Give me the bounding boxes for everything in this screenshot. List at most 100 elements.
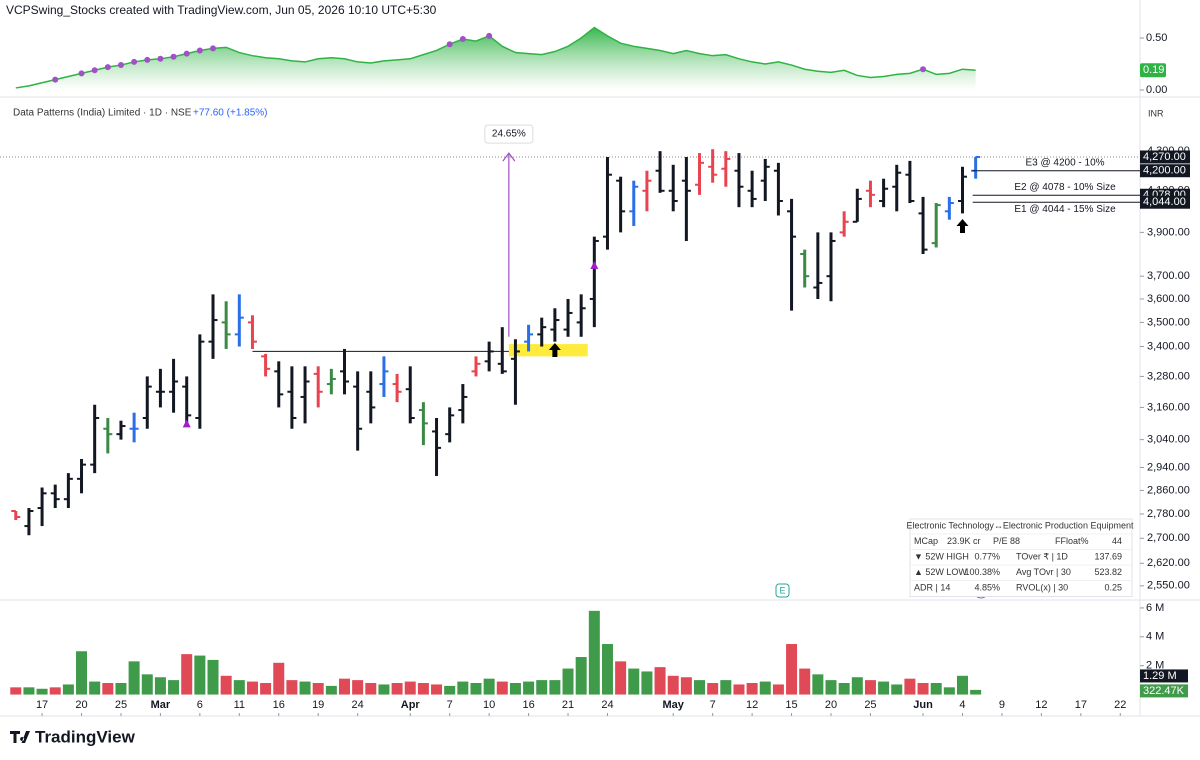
ohlc-bar	[616, 176, 626, 233]
ohlc-bar	[129, 412, 139, 443]
x-tick-label: 15	[785, 699, 797, 711]
price-box-label: 4,200.00	[1143, 165, 1186, 177]
logo-icon	[10, 731, 30, 743]
volume-bar	[667, 675, 679, 695]
x-tick-label: 24	[601, 699, 613, 711]
x-tick-label: 17	[36, 699, 48, 711]
y-tick-label: 4 M	[1146, 631, 1164, 643]
ohlc-bar	[576, 294, 586, 337]
ohlc-bar	[655, 151, 665, 193]
entry-arrow	[956, 219, 969, 234]
y-tick-label: 3,900.00	[1147, 226, 1190, 238]
signal-dot	[210, 45, 217, 52]
measure-label: 24.65%	[492, 129, 526, 140]
ohlc-bar	[905, 160, 915, 204]
x-tick-label: 12	[746, 699, 758, 711]
x-tick-label: 10	[483, 699, 495, 711]
ohlc-bar	[524, 324, 534, 352]
y-tick-label: 0.50	[1146, 32, 1167, 44]
y-tick-label: 6 M	[1146, 602, 1164, 614]
volume-bar	[10, 687, 22, 695]
ohlc-bar	[261, 353, 271, 377]
ohlc-bar	[734, 153, 744, 208]
volume-bar	[260, 683, 272, 695]
ohlc-bar	[432, 418, 442, 476]
volume-bar	[378, 684, 390, 695]
measure-box	[484, 124, 534, 144]
price-box-label: 4,044.00	[1143, 196, 1186, 208]
ohlc-bar	[11, 510, 21, 521]
x-tick-label: 16	[522, 699, 534, 711]
signal-dot	[91, 67, 98, 74]
ohlc-bar	[90, 404, 100, 474]
entry-label: E2 @ 4078 - 10% Size	[1014, 182, 1116, 193]
volume-bar	[23, 687, 35, 695]
ohlc-bar	[971, 155, 981, 179]
ohlc-bar	[300, 366, 310, 424]
volume-bar	[457, 681, 469, 695]
table-cell: 88	[1010, 536, 1020, 546]
ohlc-bar	[418, 402, 428, 446]
x-tick-label: 25	[864, 699, 876, 711]
table-cell: 0.77%	[974, 551, 1000, 561]
table-cell: 44	[1112, 536, 1122, 546]
y-tick-label: 3,700.00	[1147, 270, 1190, 282]
volume-bar	[233, 680, 245, 695]
signal-dot	[170, 53, 177, 60]
volume-bar	[536, 680, 548, 695]
ohlc-bar	[392, 373, 402, 403]
table-cell: 23.9K cr	[947, 536, 981, 546]
volume-bar	[299, 681, 311, 695]
ohlc-bar	[589, 236, 599, 328]
volume-bar	[759, 681, 771, 695]
volume-bar	[220, 675, 232, 695]
x-tick-label: 17	[1075, 699, 1087, 711]
signal-dot	[104, 64, 111, 71]
ohlc-bar	[379, 356, 389, 397]
ohlc-bar	[773, 162, 783, 216]
ohlc-bar	[892, 164, 902, 212]
ohlc-bar	[353, 371, 363, 451]
price-box	[1140, 164, 1190, 178]
volume-bar	[62, 684, 74, 695]
volume-bar	[391, 683, 403, 695]
ohlc-bar	[865, 180, 875, 208]
volume-bar	[483, 678, 495, 695]
ohlc-bar	[695, 153, 705, 195]
volume-bar	[338, 678, 350, 695]
y-tick-label: 2,550.00	[1147, 580, 1190, 592]
y-tick-label: 2,780.00	[1147, 508, 1190, 520]
signal-dot	[144, 56, 151, 63]
volume-bar	[878, 681, 890, 695]
ohlc-bar	[642, 170, 652, 212]
ohlc-bar	[813, 232, 823, 299]
entry-arrow	[548, 342, 561, 357]
volume-bar	[694, 680, 706, 695]
volume-bar	[864, 680, 876, 695]
ohlc-bar	[37, 487, 47, 527]
x-tick-label: 12	[1035, 699, 1047, 711]
ohlc-bar	[169, 358, 179, 413]
x-tick-label: 20	[825, 699, 837, 711]
ohlc-bar	[563, 298, 573, 337]
y-tick-label: 2 M	[1146, 660, 1164, 672]
signal-dot	[157, 55, 164, 62]
ohlc-bar	[800, 249, 810, 288]
signal-triangle	[590, 261, 599, 270]
y-tick-label: 3,500.00	[1147, 316, 1190, 328]
x-tick-label: 11	[234, 699, 245, 711]
volume-bar	[601, 644, 613, 695]
volume-bar	[89, 681, 101, 695]
volume-bar	[799, 668, 811, 695]
ohlc-bar	[287, 366, 297, 429]
volume-box-label: 322.47K	[1143, 685, 1185, 697]
y-tick-label: 3,040.00	[1147, 434, 1190, 446]
volume-bar	[588, 610, 600, 695]
table-cell: 523.82	[1094, 567, 1122, 577]
ohlc-bar	[484, 341, 494, 372]
ohlc-bar	[839, 211, 849, 237]
ohlc-bar	[339, 348, 349, 395]
current-label: 0.19	[1143, 64, 1164, 76]
price-box	[1140, 195, 1190, 209]
